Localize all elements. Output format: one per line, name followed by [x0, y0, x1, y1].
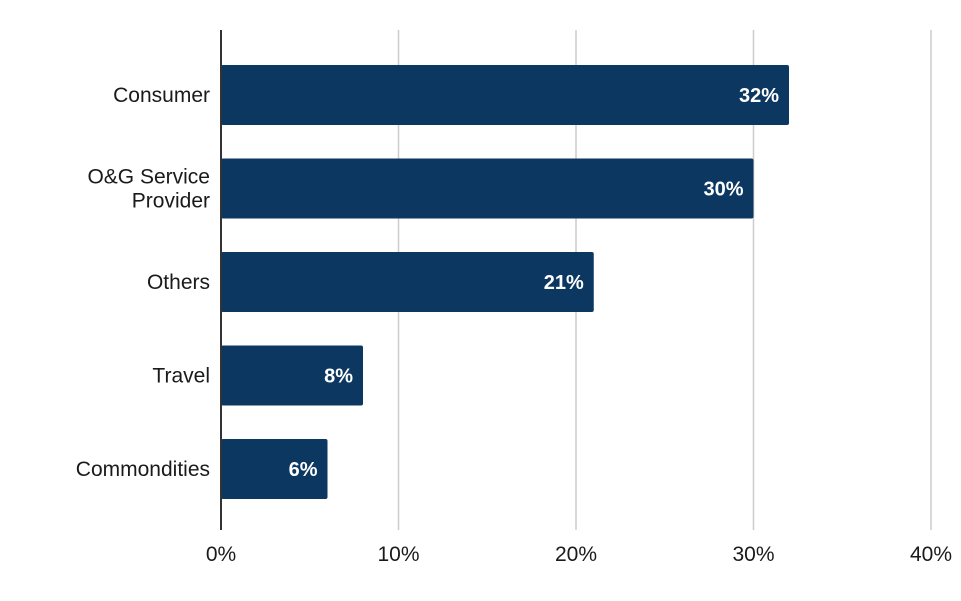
- bar-2: [221, 252, 594, 312]
- bar-0: [221, 65, 789, 125]
- data-label-4: 6%: [289, 459, 318, 481]
- x-tick-label-10: 10%: [377, 543, 419, 566]
- x-tick-label-40: 40%: [910, 543, 952, 566]
- bar-4: [221, 439, 328, 499]
- x-tick-label-30: 30%: [732, 543, 774, 566]
- category-label-0: Consumer: [113, 84, 210, 107]
- category-label-4: Commondities: [76, 458, 210, 481]
- bar-3: [221, 345, 363, 406]
- data-label-2: 21%: [544, 272, 584, 294]
- x-tick-labels: 0% 10% 20% 30% 40%: [206, 543, 952, 566]
- category-label-1: O&G Service Provider: [87, 166, 210, 213]
- bars: 32% 30% 21% 8% 6%: [221, 65, 789, 499]
- data-label-3: 8%: [324, 366, 353, 388]
- data-label-1: 30%: [703, 179, 743, 201]
- bar-1: [221, 158, 754, 219]
- data-label-0: 32%: [739, 85, 779, 107]
- category-label-3: Travel: [152, 365, 210, 388]
- x-tick-label-20: 20%: [555, 543, 597, 566]
- category-labels: Consumer O&G Service Provider Others Travel C…: [76, 84, 210, 481]
- x-tick-label-0: 0%: [206, 543, 236, 566]
- category-label-2: Others: [147, 271, 210, 294]
